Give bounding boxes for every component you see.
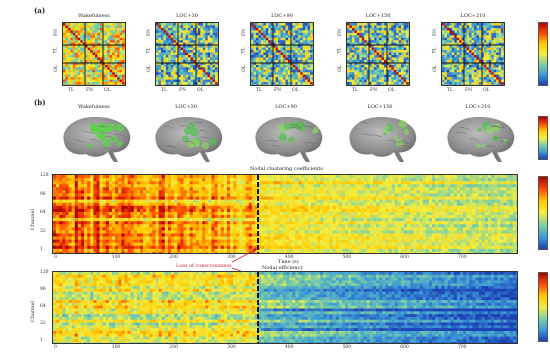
brain-title: LOC+90 (275, 104, 297, 110)
y-tick-label: 128 (40, 270, 49, 275)
brain-surface (155, 116, 223, 162)
matrix-xtick: OL (197, 88, 204, 93)
y-tick-label: 32 (40, 228, 46, 234)
matrix-ytick: FN (338, 28, 344, 37)
matrix-xtick: TL (256, 88, 262, 93)
panel-d-title: Nodal efficiency (262, 265, 304, 271)
brain-surface (447, 116, 515, 162)
matrix-ytick: OL (53, 65, 59, 72)
connectivity-matrix (346, 22, 410, 86)
matrix-ytick: FN (147, 28, 153, 37)
x-tick-label: 700 (458, 345, 467, 350)
x-tick-label: 100 (111, 345, 121, 350)
panel-a-colorbar (538, 22, 548, 86)
x-tick-label: 300 (227, 255, 236, 260)
panel-c-heatmap (52, 174, 518, 254)
brain-surface (255, 116, 323, 162)
y-tick-label: 128 (40, 173, 49, 178)
matrix-xtick: OL (292, 88, 299, 93)
brain-surface (349, 116, 417, 162)
panel-b-letter: (b) (34, 98, 46, 107)
brain-title: LOC+210 (465, 104, 491, 110)
matrix-xtick: TL (68, 88, 74, 93)
matrix-ytick: FN (242, 28, 248, 37)
x-tick-label: 200 (169, 345, 179, 350)
matrix-ytick: TL (432, 47, 438, 54)
matrix-xtick: TL (447, 88, 453, 93)
x-tick-label: 100 (111, 255, 121, 260)
y-tick-label: 32 (40, 321, 46, 326)
matrix-xtick: TL (352, 88, 358, 93)
panel-d-ylabel: Channel (30, 300, 36, 322)
connectivity-matrix (155, 22, 219, 86)
matrix-ytick: OL (241, 65, 247, 72)
matrix-xtick: FN (465, 88, 473, 93)
y-tick-label: 96 (40, 191, 46, 197)
matrix-ytick: TL (241, 47, 247, 54)
matrix-xtick: OL (388, 88, 395, 93)
x-tick-label: 700 (458, 255, 467, 260)
y-tick-label: 96 (40, 287, 46, 292)
matrix-ytick: FN (54, 28, 60, 37)
matrix-title: LOC+210 (460, 13, 486, 19)
connectivity-matrix (62, 22, 126, 86)
matrix-ytick: TL (337, 47, 343, 54)
panel-c-colorbar (538, 176, 548, 250)
y-tick-label: 1 (40, 338, 43, 343)
matrix-title: LOC+30 (176, 13, 198, 19)
x-tick-label: 500 (342, 345, 352, 350)
x-tick-label: 600 (400, 345, 409, 350)
panel-c-ylabel: Channel (30, 208, 36, 230)
matrix-xtick: FN (370, 88, 378, 93)
y-tick-label: 64 (40, 304, 46, 309)
loc-annotation: Loss of consciousness (176, 263, 232, 269)
matrix-xtick: OL (104, 88, 111, 93)
panel-b-colorbar (538, 116, 548, 160)
matrix-ytick: TL (53, 47, 59, 54)
brain-surface (63, 116, 131, 162)
x-tick-label: 400 (284, 345, 294, 350)
matrix-ytick: TL (146, 47, 152, 54)
matrix-ytick: OL (337, 65, 343, 72)
matrix-ytick: FN (433, 28, 439, 37)
brain-title: LOC+30 (175, 104, 197, 110)
y-tick-label: 64 (40, 210, 46, 215)
panel-c-title: Nodal clustering coefficients (250, 166, 323, 172)
matrix-title: LOC+150 (365, 13, 391, 19)
connectivity-matrix (441, 22, 505, 86)
x-tick-label: 200 (169, 255, 179, 260)
x-tick-label: 600 (400, 255, 409, 260)
y-tick-label: 1 (40, 247, 43, 252)
x-tick-label: 0 (54, 345, 57, 350)
brain-title: Wakefulness (78, 104, 110, 110)
panel-c-xlabel: Time (s) (278, 259, 299, 265)
panel-a-letter: (a) (34, 6, 46, 15)
panel-d-heatmap (52, 271, 518, 344)
matrix-xtick: TL (161, 88, 167, 93)
matrix-ytick: OL (432, 65, 438, 72)
matrix-xtick: FN (179, 88, 187, 93)
matrix-ytick: OL (146, 65, 152, 72)
matrix-title: Wakefulness (78, 13, 110, 19)
x-tick-label: 500 (342, 255, 352, 260)
x-tick-label: 300 (227, 345, 236, 350)
panel-d-colorbar (538, 272, 548, 342)
matrix-xtick: FN (86, 88, 94, 93)
connectivity-matrix (250, 22, 314, 86)
brain-title: LOC+150 (367, 104, 393, 110)
x-tick-label: 0 (54, 255, 57, 260)
matrix-xtick: FN (274, 88, 282, 93)
matrix-xtick: OL (483, 88, 490, 93)
matrix-title: LOC+90 (271, 13, 293, 19)
x-tick-label: 400 (284, 255, 294, 260)
